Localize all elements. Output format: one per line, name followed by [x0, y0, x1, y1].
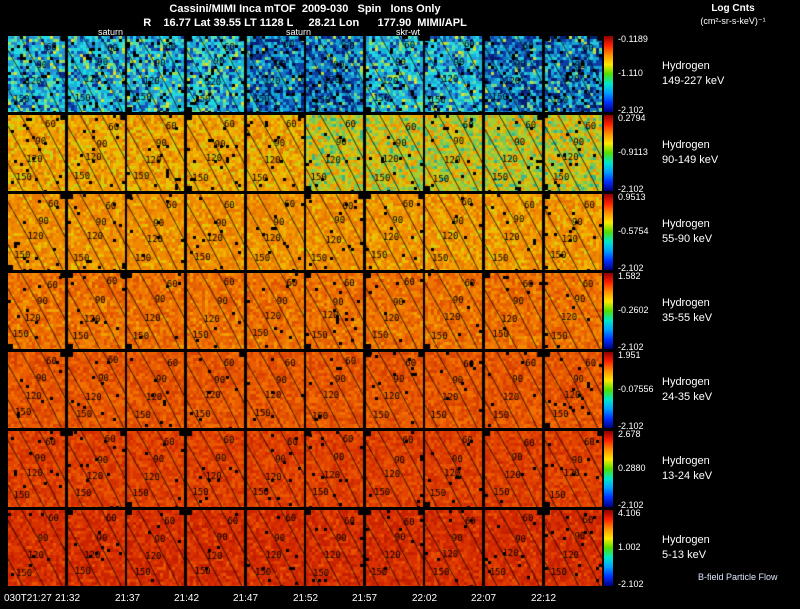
energy-range-label: 5-13 keV [662, 549, 707, 561]
allsky-map-canvas [8, 510, 602, 586]
species-label: Hydrogen [662, 376, 710, 389]
page-title: Cassini/MIMI Inca mTOF 2009-030 Spin Ion… [169, 3, 441, 15]
species-label: Hydrogen [662, 455, 710, 468]
species-label: Hydrogen [662, 60, 710, 73]
energy-label: Hydrogen 35-55 keV [662, 296, 712, 326]
energy-range-label: 24-35 keV [662, 391, 713, 403]
colorbar-mid: -0.5754 [618, 226, 649, 236]
energy-label: Hydrogen 90-149 keV [662, 138, 718, 168]
energy-label: Hydrogen 24-35 keV [662, 375, 712, 405]
colorbar-mid: -1.110 [618, 68, 643, 78]
colorbar-max: 1.582 [618, 271, 641, 281]
colorbar-min: -2.102 [618, 105, 644, 115]
allsky-map-canvas [8, 36, 602, 112]
time-label: 21:37 [115, 593, 141, 604]
colorbar-max: -0.1189 [618, 34, 648, 44]
colorbar [604, 352, 613, 428]
time-axis: 030T21:27 21:32 21:37 21:42 21:47 21:52 … [4, 593, 628, 607]
colorbar-max: 1.951 [618, 350, 641, 360]
allsky-map-canvas [8, 115, 602, 191]
colorbar [604, 431, 613, 507]
energy-row-24-35: 1.951 -0.07556 -2.102 Hydrogen 24-35 keV [8, 350, 788, 431]
energy-label: Hydrogen 5-13 keV [662, 533, 710, 563]
colorbar [604, 115, 613, 191]
time-label: 22:07 [471, 593, 497, 604]
energy-row-5-13: 4.106 1.002 -2.102 Hydrogen 5-13 keV [8, 508, 788, 589]
colorbar-max: 0.9513 [618, 192, 646, 202]
energy-label: Hydrogen 13-24 keV [662, 454, 712, 484]
time-label: 22:12 [531, 593, 557, 604]
time-label: 21:52 [293, 593, 319, 604]
colorbar-min: -2.102 [618, 500, 644, 510]
colorbar-max: 2.678 [618, 429, 641, 439]
energy-range-label: 149-227 keV [662, 75, 725, 87]
units-formula: (cm²-sr-s-keV)⁻¹ [700, 15, 766, 26]
time-label: 22:02 [412, 593, 438, 604]
colorbar-units: Log Cnts (cm²-sr-s-keV)⁻¹ [668, 3, 798, 27]
colorbar [604, 510, 613, 586]
allsky-map-canvas [8, 273, 602, 349]
colorbar-mid: 1.002 [618, 542, 641, 552]
colorbar [604, 36, 613, 112]
colorbar-min: -2.102 [618, 184, 644, 194]
energy-row-90-149: 0.2794 -0.9113 -2.102 Hydrogen 90-149 ke… [8, 113, 788, 194]
colorbar-max: 0.2794 [618, 113, 646, 123]
species-label: Hydrogen [662, 297, 710, 310]
colorbar-min: -2.102 [618, 342, 644, 352]
time-label: 21:32 [55, 593, 81, 604]
colorbar-mid: -0.9113 [618, 147, 648, 157]
time-label: 21:42 [174, 593, 200, 604]
time-label: 21:47 [233, 593, 259, 604]
colorbar-mid: -0.2602 [618, 305, 649, 315]
colorbar-mid: 0.2880 [618, 463, 646, 473]
energy-row-35-55: 1.582 -0.2602 -2.102 Hydrogen 35-55 keV [8, 271, 788, 352]
energy-range-label: 55-90 keV [662, 233, 713, 245]
species-label: Hydrogen [662, 139, 710, 152]
colorbar-mid: -0.07556 [618, 384, 654, 394]
colorbar-min: -2.102 [618, 579, 644, 589]
energy-row-149-227: -0.1189 -1.110 -2.102 Hydrogen 149-227 k… [8, 34, 788, 115]
allsky-map-canvas [8, 352, 602, 428]
colorbar-min: -2.102 [618, 263, 644, 273]
energy-range-label: 90-149 keV [662, 154, 719, 166]
time-label: 030T21:27 [4, 593, 52, 604]
energy-row-55-90: 0.9513 -0.5754 -2.102 Hydrogen 55-90 keV [8, 192, 788, 273]
colorbar-min: -2.102 [618, 421, 644, 431]
colorbar-max: 4.106 [618, 508, 641, 518]
colorbar [604, 194, 613, 270]
time-label: 21:57 [352, 593, 378, 604]
species-label: Hydrogen [662, 218, 710, 231]
energy-label: Hydrogen 149-227 keV [662, 59, 724, 89]
energy-rows: -0.1189 -1.110 -2.102 Hydrogen 149-227 k… [8, 34, 800, 589]
units-title: Log Cnts [711, 3, 755, 14]
ephemeris-line: R 16.77 Lat 39.55 LT 1128 L 28.21 Lon 17… [143, 17, 467, 29]
annotation-saturn-2: saturn [286, 27, 312, 37]
energy-range-label: 13-24 keV [662, 470, 713, 482]
species-label: Hydrogen [662, 534, 710, 547]
annotation-skr-wt: skr-wt [396, 27, 420, 37]
allsky-map-canvas [8, 431, 602, 507]
bfield-particle-flow-label: B-field Particle Flow [698, 572, 778, 582]
annotation-saturn-1: saturn [98, 27, 124, 37]
energy-label: Hydrogen 55-90 keV [662, 217, 712, 247]
energy-row-13-24: 2.678 0.2880 -2.102 Hydrogen 13-24 keV [8, 429, 788, 510]
energy-range-label: 35-55 keV [662, 312, 713, 324]
colorbar [604, 273, 613, 349]
allsky-map-canvas [8, 194, 602, 270]
